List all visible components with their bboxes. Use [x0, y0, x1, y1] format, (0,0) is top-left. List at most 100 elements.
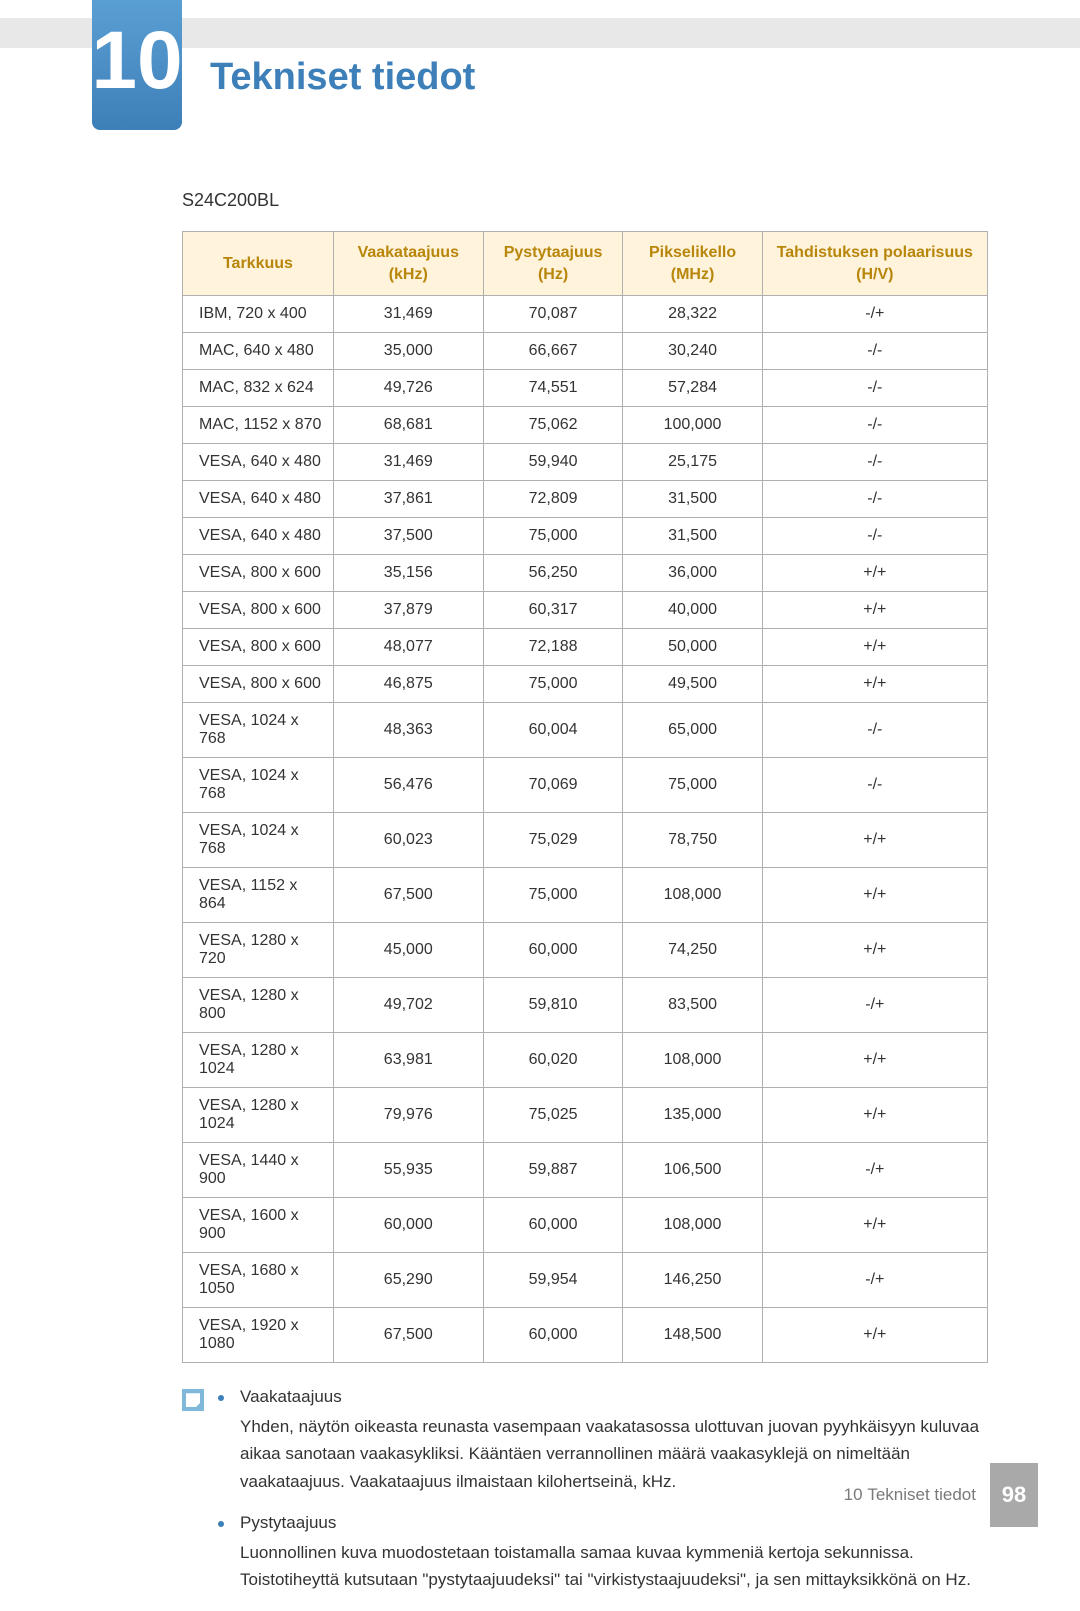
table-cell: 148,500: [623, 1308, 762, 1363]
table-cell: 60,000: [483, 1308, 623, 1363]
table-cell: -/-: [762, 481, 987, 518]
table-header-cell: Tahdistuksen polaarisuus (H/V): [762, 232, 987, 296]
table-cell: 60,000: [483, 1198, 623, 1253]
table-cell: 49,500: [623, 666, 762, 703]
model-label: S24C200BL: [182, 190, 988, 211]
table-row: VESA, 1680 x 105065,29059,954146,250-/+: [183, 1253, 988, 1308]
table-row: VESA, 640 x 48037,86172,80931,500-/-: [183, 481, 988, 518]
table-cell: +/+: [762, 1198, 987, 1253]
table-cell: 48,363: [333, 703, 483, 758]
spec-table-body: IBM, 720 x 40031,46970,08728,322-/+MAC, …: [183, 296, 988, 1363]
footer-page-number: 98: [990, 1463, 1038, 1527]
table-row: VESA, 800 x 60035,15656,25036,000+/+: [183, 555, 988, 592]
table-row: VESA, 1280 x 72045,00060,00074,250+/+: [183, 923, 988, 978]
table-cell: VESA, 640 x 480: [183, 481, 334, 518]
table-cell: 106,500: [623, 1143, 762, 1198]
table-cell: -/-: [762, 444, 987, 481]
table-cell: 56,476: [333, 758, 483, 813]
table-cell: 75,000: [623, 758, 762, 813]
table-cell: VESA, 1440 x 900: [183, 1143, 334, 1198]
table-row: VESA, 1024 x 76856,47670,06975,000-/-: [183, 758, 988, 813]
table-cell: IBM, 720 x 400: [183, 296, 334, 333]
table-header-cell: Pikselikello (MHz): [623, 232, 762, 296]
table-cell: 65,290: [333, 1253, 483, 1308]
table-cell: -/-: [762, 758, 987, 813]
table-cell: 30,240: [623, 333, 762, 370]
footer-chapter-title: Tekniset tiedot: [867, 1485, 976, 1505]
table-cell: VESA, 1024 x 768: [183, 703, 334, 758]
table-cell: 63,981: [333, 1033, 483, 1088]
table-cell: +/+: [762, 1033, 987, 1088]
table-cell: 72,188: [483, 629, 623, 666]
table-cell: -/-: [762, 333, 987, 370]
table-cell: 135,000: [623, 1088, 762, 1143]
table-cell: 108,000: [623, 868, 762, 923]
table-cell: VESA, 1680 x 1050: [183, 1253, 334, 1308]
table-cell: 68,681: [333, 407, 483, 444]
table-cell: 83,500: [623, 978, 762, 1033]
table-cell: 75,025: [483, 1088, 623, 1143]
table-cell: -/-: [762, 370, 987, 407]
table-row: VESA, 1440 x 90055,93559,887106,500-/+: [183, 1143, 988, 1198]
table-cell: 75,029: [483, 813, 623, 868]
table-cell: +/+: [762, 813, 987, 868]
note-icon: [182, 1389, 204, 1411]
table-cell: +/+: [762, 1308, 987, 1363]
table-cell: +/+: [762, 629, 987, 666]
table-cell: VESA, 640 x 480: [183, 444, 334, 481]
table-cell: 60,317: [483, 592, 623, 629]
table-cell: 31,500: [623, 518, 762, 555]
table-cell: 59,954: [483, 1253, 623, 1308]
table-cell: +/+: [762, 555, 987, 592]
table-cell: VESA, 800 x 600: [183, 629, 334, 666]
table-cell: 59,940: [483, 444, 623, 481]
table-cell: 31,500: [623, 481, 762, 518]
table-cell: VESA, 1280 x 1024: [183, 1033, 334, 1088]
table-cell: 49,726: [333, 370, 483, 407]
table-cell: 79,976: [333, 1088, 483, 1143]
table-cell: -/-: [762, 703, 987, 758]
content-area: S24C200BL TarkkuusVaakataajuus (kHz)Pyst…: [182, 190, 988, 1611]
note-text: Luonnollinen kuva muodostetaan toistamal…: [240, 1539, 988, 1593]
table-cell: MAC, 832 x 624: [183, 370, 334, 407]
table-cell: -/+: [762, 1253, 987, 1308]
table-cell: 31,469: [333, 444, 483, 481]
footer-chapter-num: 10: [844, 1485, 863, 1505]
table-cell: 56,250: [483, 555, 623, 592]
table-cell: VESA, 1280 x 720: [183, 923, 334, 978]
table-cell: 59,887: [483, 1143, 623, 1198]
table-row: VESA, 800 x 60048,07772,18850,000+/+: [183, 629, 988, 666]
table-cell: 65,000: [623, 703, 762, 758]
page-title: Tekniset tiedot: [210, 56, 475, 99]
table-cell: 35,156: [333, 555, 483, 592]
table-cell: VESA, 800 x 600: [183, 555, 334, 592]
table-row: VESA, 1280 x 102463,98160,020108,000+/+: [183, 1033, 988, 1088]
table-cell: -/+: [762, 978, 987, 1033]
table-cell: 28,322: [623, 296, 762, 333]
table-row: MAC, 640 x 48035,00066,66730,240-/-: [183, 333, 988, 370]
table-cell: 49,702: [333, 978, 483, 1033]
table-cell: 31,469: [333, 296, 483, 333]
table-cell: 25,175: [623, 444, 762, 481]
spec-table: TarkkuusVaakataajuus (kHz)Pystytaajuus (…: [182, 231, 988, 1363]
table-header-cell: Tarkkuus: [183, 232, 334, 296]
table-cell: 37,879: [333, 592, 483, 629]
table-row: VESA, 640 x 48037,50075,00031,500-/-: [183, 518, 988, 555]
table-cell: 40,000: [623, 592, 762, 629]
table-cell: 78,750: [623, 813, 762, 868]
table-cell: VESA, 1024 x 768: [183, 813, 334, 868]
spec-table-head: TarkkuusVaakataajuus (kHz)Pystytaajuus (…: [183, 232, 988, 296]
table-row: VESA, 1280 x 102479,97675,025135,000+/+: [183, 1088, 988, 1143]
table-cell: 59,810: [483, 978, 623, 1033]
table-cell: 37,861: [333, 481, 483, 518]
table-cell: 60,000: [483, 923, 623, 978]
note-label: Vaakataajuus: [240, 1387, 342, 1407]
table-cell: +/+: [762, 666, 987, 703]
table-cell: 74,551: [483, 370, 623, 407]
table-cell: 70,069: [483, 758, 623, 813]
chapter-badge: 10: [92, 0, 182, 130]
table-cell: 55,935: [333, 1143, 483, 1198]
table-cell: 67,500: [333, 1308, 483, 1363]
table-cell: 75,062: [483, 407, 623, 444]
table-row: VESA, 1600 x 90060,00060,000108,000+/+: [183, 1198, 988, 1253]
